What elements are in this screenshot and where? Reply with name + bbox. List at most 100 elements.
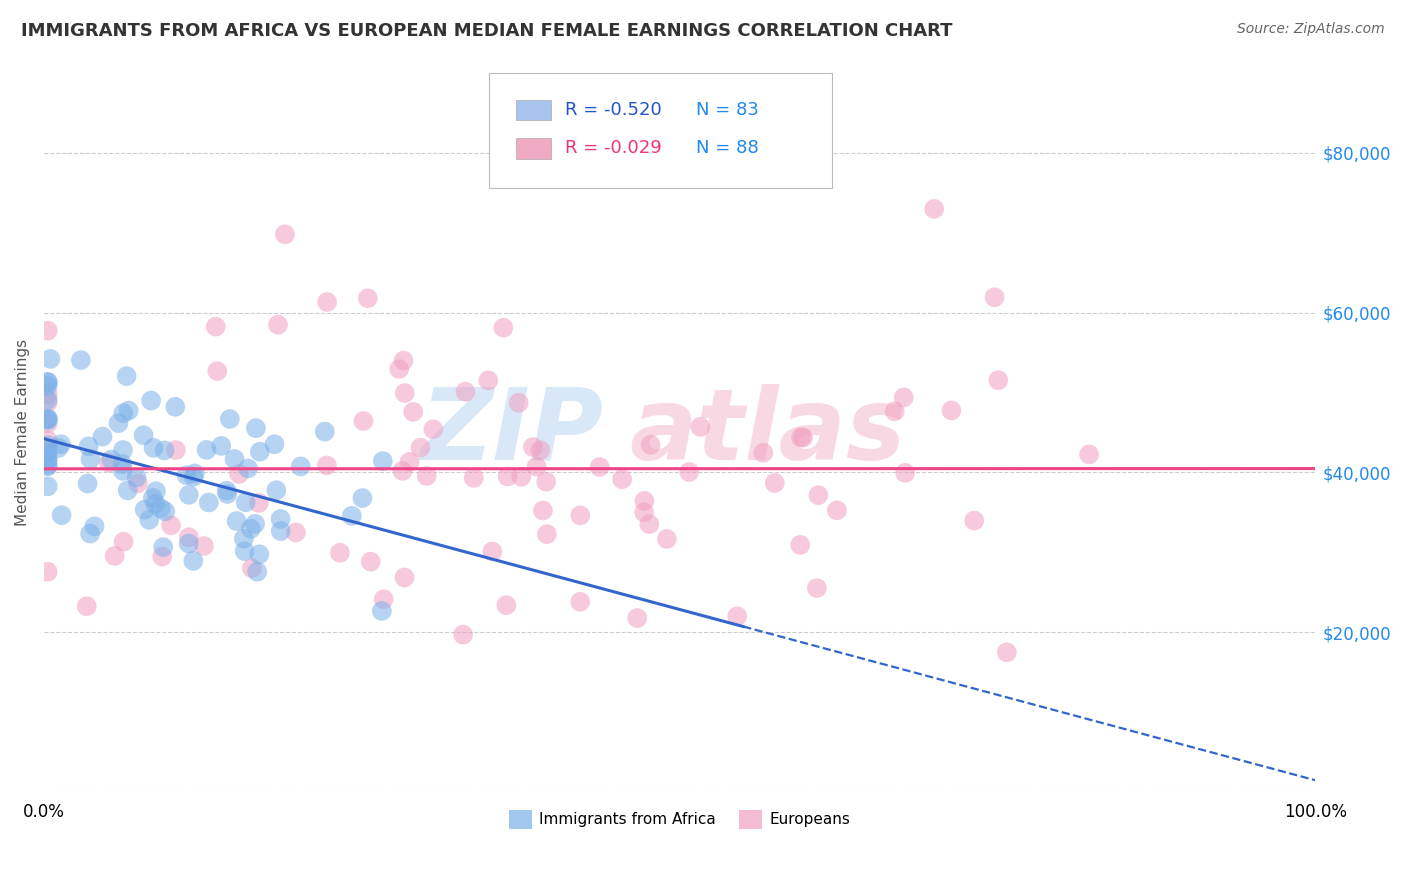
Point: [477, 373, 499, 387]
Point: [246, 565, 269, 579]
Point: [83, 519, 105, 533]
Point: [534, 475, 557, 489]
Point: [352, 414, 374, 428]
Point: [111, 457, 134, 471]
Point: [195, 442, 218, 457]
Point: [790, 430, 813, 444]
Point: [995, 645, 1018, 659]
Point: [112, 406, 135, 420]
Point: [360, 555, 382, 569]
Point: [416, 469, 439, 483]
Point: [239, 522, 262, 536]
Text: N = 83: N = 83: [696, 102, 759, 120]
Point: [97, 456, 120, 470]
Point: [806, 581, 828, 595]
Point: [204, 319, 226, 334]
Point: [37, 458, 59, 473]
Point: [224, 452, 246, 467]
Point: [115, 369, 138, 384]
Point: [763, 475, 786, 490]
Point: [165, 443, 187, 458]
Point: [633, 505, 655, 519]
Point: [789, 538, 811, 552]
Point: [37, 459, 59, 474]
Point: [139, 393, 162, 408]
Point: [1078, 447, 1101, 461]
Point: [91, 430, 114, 444]
Point: [689, 420, 711, 434]
Point: [138, 513, 160, 527]
Point: [526, 459, 548, 474]
Point: [394, 386, 416, 401]
Point: [247, 496, 270, 510]
Point: [340, 508, 363, 523]
Point: [150, 549, 173, 564]
Point: [100, 452, 122, 467]
Point: [236, 461, 259, 475]
Point: [51, 508, 73, 523]
Point: [825, 503, 848, 517]
Text: R = -0.520: R = -0.520: [565, 102, 662, 120]
Point: [893, 391, 915, 405]
Point: [217, 487, 239, 501]
Point: [37, 387, 59, 401]
Point: [117, 403, 139, 417]
Point: [125, 470, 148, 484]
Point: [37, 324, 59, 338]
Point: [249, 444, 271, 458]
Text: Source: ZipAtlas.com: Source: ZipAtlas.com: [1237, 22, 1385, 37]
Point: [197, 495, 219, 509]
Point: [290, 459, 312, 474]
Point: [284, 525, 307, 540]
Point: [633, 494, 655, 508]
Point: [37, 446, 59, 460]
Point: [225, 514, 247, 528]
Y-axis label: Median Female Earnings: Median Female Earnings: [15, 339, 30, 526]
Point: [569, 508, 592, 523]
Point: [371, 454, 394, 468]
Point: [177, 488, 200, 502]
Text: atlas: atlas: [628, 384, 905, 481]
Point: [37, 392, 59, 407]
Point: [531, 503, 554, 517]
Point: [626, 611, 648, 625]
Point: [142, 441, 165, 455]
Point: [240, 561, 263, 575]
Point: [274, 227, 297, 242]
FancyBboxPatch shape: [516, 138, 551, 159]
Point: [270, 512, 292, 526]
Point: [266, 483, 288, 498]
Point: [37, 434, 59, 448]
Point: [142, 491, 165, 505]
Point: [316, 295, 339, 310]
Point: [112, 464, 135, 478]
Point: [451, 627, 474, 641]
Point: [536, 527, 558, 541]
FancyBboxPatch shape: [489, 73, 832, 188]
Point: [245, 421, 267, 435]
Point: [678, 465, 700, 479]
Point: [104, 549, 127, 563]
Point: [270, 524, 292, 538]
Point: [725, 609, 748, 624]
Point: [207, 364, 229, 378]
Point: [112, 534, 135, 549]
Point: [792, 431, 814, 445]
Point: [588, 460, 610, 475]
Point: [37, 479, 59, 493]
Point: [132, 428, 155, 442]
Point: [209, 439, 232, 453]
Point: [107, 416, 129, 430]
Point: [409, 441, 432, 455]
Point: [388, 362, 411, 376]
Point: [243, 516, 266, 531]
Point: [235, 495, 257, 509]
Point: [373, 592, 395, 607]
Point: [398, 455, 420, 469]
Point: [391, 464, 413, 478]
Point: [149, 501, 172, 516]
Point: [232, 532, 254, 546]
Point: [145, 484, 167, 499]
Point: [640, 438, 662, 452]
Point: [492, 320, 515, 334]
